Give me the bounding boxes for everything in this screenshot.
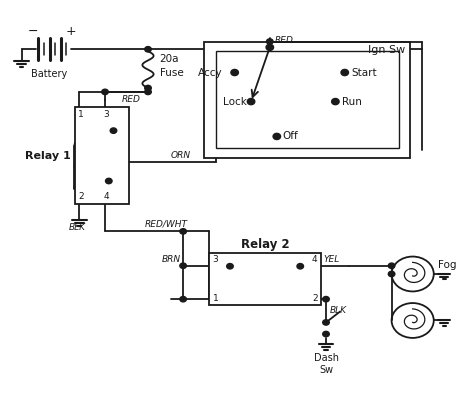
Text: Dash: Dash [313, 353, 338, 364]
Text: Relay 1: Relay 1 [25, 151, 71, 161]
Bar [75, 107, 129, 204]
Circle shape [180, 263, 186, 268]
Circle shape [341, 70, 348, 75]
Text: Accy: Accy [198, 68, 223, 77]
Text: BRN: BRN [162, 255, 181, 264]
Circle shape [231, 70, 238, 75]
Circle shape [180, 296, 186, 302]
Text: 20a: 20a [160, 54, 179, 64]
Text: Start: Start [352, 68, 377, 77]
Circle shape [388, 271, 395, 277]
Text: Sw: Sw [319, 365, 333, 375]
Text: −: − [28, 25, 38, 39]
Circle shape [180, 229, 186, 234]
Text: Ign Sw: Ign Sw [368, 46, 406, 55]
Text: RED: RED [274, 36, 293, 45]
Text: 1: 1 [213, 294, 219, 303]
Circle shape [323, 296, 329, 302]
Text: 2: 2 [312, 294, 318, 303]
Circle shape [110, 128, 117, 133]
Text: Run: Run [342, 97, 362, 107]
Circle shape [102, 89, 108, 95]
Circle shape [227, 264, 233, 269]
Circle shape [266, 39, 273, 44]
Text: 3: 3 [103, 110, 109, 119]
Circle shape [297, 264, 303, 269]
Circle shape [247, 99, 255, 105]
Text: Lock: Lock [223, 97, 247, 107]
Text: Off: Off [283, 131, 298, 141]
Text: Fuse: Fuse [160, 68, 183, 77]
Bar [216, 51, 399, 148]
Circle shape [273, 133, 281, 140]
Circle shape [332, 99, 339, 105]
Text: YEL: YEL [324, 255, 340, 264]
Text: +: + [65, 25, 76, 39]
Circle shape [388, 263, 395, 268]
Text: 1: 1 [78, 110, 84, 119]
Circle shape [266, 44, 273, 50]
Bar [209, 253, 321, 305]
Circle shape [323, 331, 329, 337]
Circle shape [106, 178, 112, 184]
Circle shape [323, 320, 329, 325]
Circle shape [145, 89, 151, 95]
Text: Fog: Fog [438, 260, 457, 270]
Text: BLK: BLK [68, 223, 85, 232]
Bar [204, 42, 410, 158]
Text: RED/WHT: RED/WHT [145, 219, 188, 228]
Circle shape [145, 46, 151, 52]
Text: BLK: BLK [330, 306, 347, 315]
Text: 4: 4 [312, 255, 318, 264]
Text: Relay 2: Relay 2 [241, 238, 290, 251]
Circle shape [145, 85, 151, 91]
Text: RED: RED [122, 95, 141, 104]
Text: Battery: Battery [31, 70, 68, 79]
Text: 2: 2 [78, 192, 84, 201]
Text: 4: 4 [103, 192, 109, 201]
Text: 3: 3 [213, 255, 219, 264]
Text: ORN: ORN [171, 151, 191, 160]
